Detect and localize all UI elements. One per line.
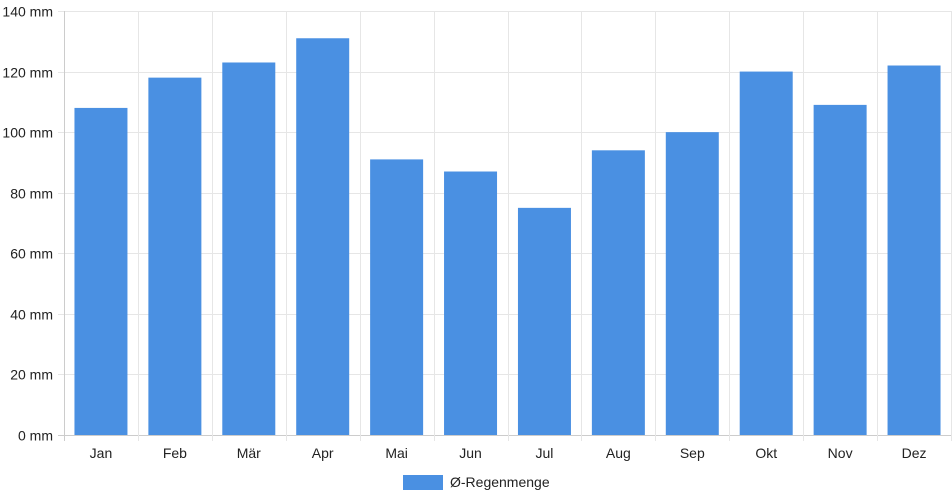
y-tick-label: 100 mm [2, 125, 53, 141]
legend-swatch [403, 475, 443, 490]
bar-aug [591, 150, 645, 436]
x-tick-label: Dez [902, 445, 927, 461]
bar-dez [887, 65, 941, 435]
x-tick-label: Mär [237, 445, 261, 461]
y-tick-label: 20 mm [10, 367, 53, 383]
x-tick-label: Mai [385, 445, 408, 461]
y-tick-label: 0 mm [18, 428, 53, 444]
x-tick-label: Apr [312, 445, 334, 461]
grid-lines [58, 11, 952, 441]
bar-nov [813, 104, 867, 435]
x-tick-label: Aug [606, 445, 631, 461]
x-tick-label: Nov [828, 445, 853, 461]
legend-label: Ø-Regenmenge [450, 474, 550, 490]
bar-jan [74, 107, 128, 436]
y-tick-label: 140 mm [2, 4, 53, 20]
y-tick-label: 120 mm [2, 65, 53, 81]
y-tick-label: 40 mm [10, 307, 53, 323]
x-tick-label: Jun [459, 445, 482, 461]
legend: Ø-Regenmenge [403, 474, 550, 490]
bar-apr [296, 38, 350, 435]
y-tick-label: 60 mm [10, 246, 53, 262]
x-tick-label: Feb [163, 445, 187, 461]
bar-mär [222, 62, 276, 435]
bar-jul [517, 207, 571, 435]
bar-sep [665, 132, 719, 435]
x-tick-label: Jan [90, 445, 113, 461]
y-axis-ticks: 0 mm 20 mm 40 mm 60 mm 80 mm 100 mm 120 mm 140 … [2, 4, 53, 444]
bar-jun [444, 171, 498, 435]
bar-mai [370, 159, 424, 435]
bar-okt [739, 71, 793, 436]
x-tick-label: Sep [680, 445, 705, 461]
x-tick-label: Jul [536, 445, 554, 461]
y-tick-label: 80 mm [10, 186, 53, 202]
bar-feb [148, 77, 202, 435]
x-tick-label: Okt [755, 445, 777, 461]
bar-series [74, 38, 941, 436]
x-axis-ticks: Jan Feb Mär Apr Mai Jun Jul Aug Sep Okt Nov Dez [90, 445, 927, 461]
